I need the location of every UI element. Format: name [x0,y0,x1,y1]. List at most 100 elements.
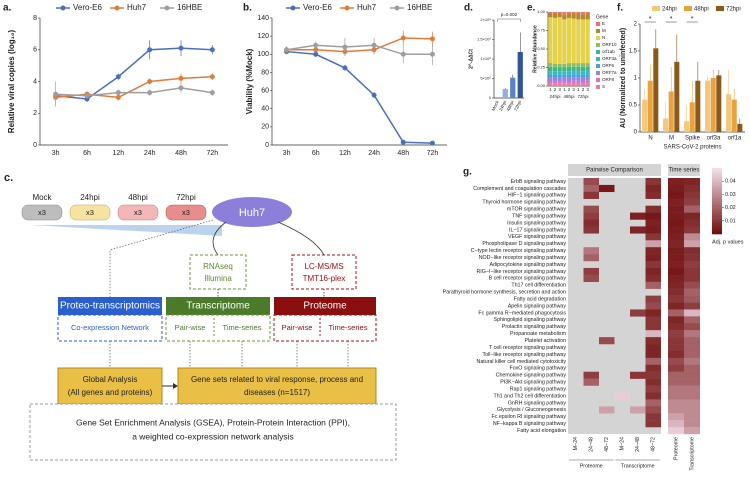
line [55,87,213,97]
bar-segment [566,81,572,84]
panel-label: c. [4,172,13,184]
bar-segment [562,14,567,20]
row-label: RIG−I−like receptor signaling pathway [476,269,566,275]
bar-segment [576,66,581,71]
legend-label: S [602,84,605,89]
heatmap-cell [583,274,599,282]
heatmap-cell [645,212,661,220]
heatmap-cell [668,323,684,331]
heatmap-cell [684,427,700,435]
column-label: Proteome [673,437,679,460]
heatmap-cell [668,330,684,338]
heatmap-cell [583,212,599,220]
bar-segment [580,14,586,20]
heatmap-cell [668,364,684,372]
cell-line-node [212,197,292,227]
bar-segment [548,77,553,82]
legend-swatch [596,57,600,61]
ms-text: LC-MS/MS [304,262,343,271]
bar-segment [576,63,581,67]
row-label: FoxO signaling pathway [509,366,566,372]
heatmap-cell [684,226,700,234]
colorbar-tick-label: 0.01 [725,218,736,224]
row-label: Insulin signaling pathway [507,220,566,226]
line [55,47,213,100]
column-header: Pairwise Comparison [586,168,643,174]
heatmap-cell [668,309,684,317]
bar-segment [580,71,586,75]
colorbar-step [712,168,722,171]
heatmap-cell [684,392,700,400]
heatmap-cell [668,178,684,186]
bar-segment [571,83,576,86]
y-tick-label: 60 [261,87,269,94]
bar [684,121,690,132]
heatmap-cell [645,309,661,317]
plate-label: Mock [32,193,52,202]
plate-body [165,204,207,221]
heatmap-cell [668,406,684,414]
bar-segment [566,66,572,72]
bar-segment [576,83,581,86]
heatmap-cell [684,261,700,269]
x-tick-label: Mock [491,99,500,112]
bar-segment [580,66,586,72]
methods-text: a weighted co-expression network analysi… [132,431,294,441]
rnaseq-text: Illumina [204,274,232,283]
plate-body [21,204,63,221]
y-tick-label: 0 [265,142,269,149]
bar-segment [585,66,590,71]
bar-segment [552,63,558,68]
heatmap-cell [668,191,684,199]
colorbar-step [712,196,722,200]
plate-count: x3 [182,208,190,217]
row-label: Parathyroid hormone synthesis, secretion… [443,290,566,296]
row-label: NF−kappa B signaling pathway [493,421,567,427]
legend-marker [164,5,170,11]
gene-sets-box [177,367,377,405]
bar-segment [566,77,572,82]
heatmap-cell [684,309,700,317]
heatmap-cell [645,371,661,379]
bar-segment [548,63,553,67]
gene-sets-text: diseases (n=1517) [244,388,310,397]
heatmap-cell [599,337,615,345]
heatmap-cell [668,337,684,345]
heatmap-cell [684,178,700,186]
heatmap-cell [645,399,661,407]
y-tick-label: 2 [33,110,37,117]
bar-segment [576,80,581,84]
colorbar-step [712,214,722,217]
bar-segment [566,83,572,86]
heatmap-cell [668,316,684,324]
row-label: VEGF signaling pathway [508,234,566,240]
x-tick-label: 12h [339,150,351,157]
colorbar-step [712,207,722,211]
row-label: B cell receptor signaling pathway [489,276,567,282]
heatmap-cell [645,392,661,400]
x-tick-label: 2 [568,87,571,92]
bar [710,78,716,132]
point [209,74,215,80]
heatmap-cell [668,205,684,213]
bar [674,61,680,132]
legend-label: orf1ab [602,49,615,54]
bar-segment [571,70,576,75]
heatmap-cell [645,261,661,269]
colorbar-step [712,209,722,213]
bar [510,77,516,98]
bar-segment [557,17,562,64]
panel-label: a. [3,3,12,14]
point [209,47,215,53]
heatmap-cell [645,205,661,213]
bar-segment [580,83,586,86]
bar-segment [548,74,553,78]
point [371,92,377,98]
bar-segment [562,63,567,68]
colorbar-step [712,203,722,206]
legend-swatch [716,6,724,11]
legend-marker [394,5,400,11]
heatmap-cell [684,420,700,428]
row-label: mTOR signaling pathway [507,207,566,213]
column-label: Transcriptome [689,437,695,471]
